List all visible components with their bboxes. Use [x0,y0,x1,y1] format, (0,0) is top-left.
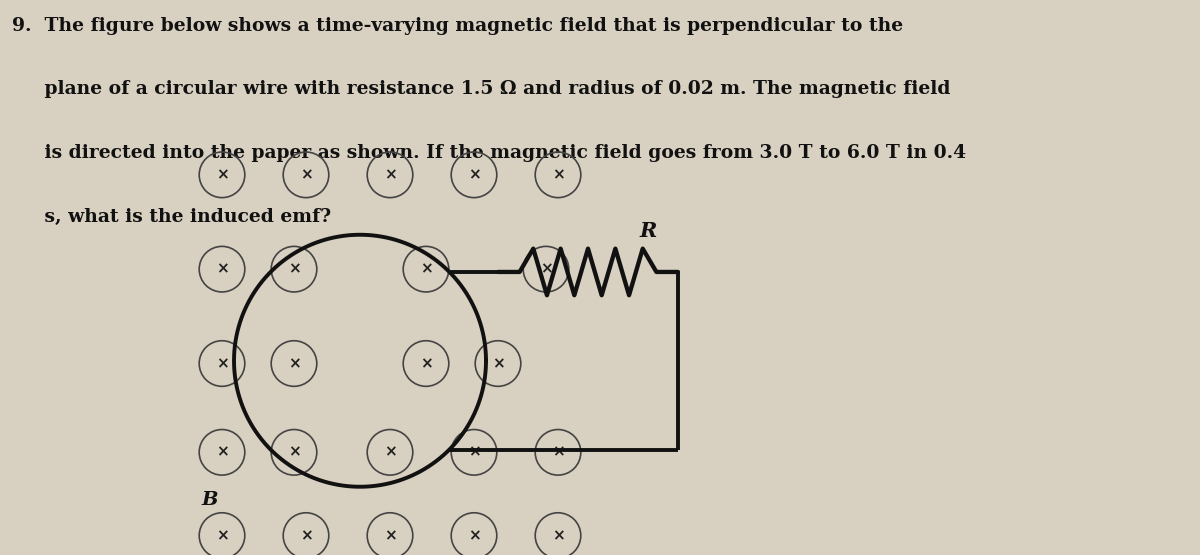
Text: ×: × [468,528,480,543]
Text: ×: × [552,445,564,460]
Text: ×: × [468,445,480,460]
Text: plane of a circular wire with resistance 1.5 Ω and radius of 0.02 m. The magneti: plane of a circular wire with resistance… [12,80,950,98]
Text: ×: × [420,261,432,277]
Text: ×: × [216,528,228,543]
Text: s, what is the induced emf?: s, what is the induced emf? [12,208,331,226]
Text: is directed into the paper as shown. If the magnetic field goes from 3.0 T to 6.: is directed into the paper as shown. If … [12,144,966,162]
Text: ×: × [300,167,312,183]
Text: ×: × [492,356,504,371]
Text: ×: × [384,167,396,183]
Text: ×: × [384,528,396,543]
Text: ×: × [300,528,312,543]
Text: R: R [640,221,656,241]
Text: ×: × [288,261,300,277]
Text: ×: × [216,167,228,183]
Text: ×: × [552,528,564,543]
Text: ×: × [540,261,552,277]
Text: ×: × [288,356,300,371]
Text: ×: × [384,445,396,460]
Text: B: B [202,491,218,509]
Text: ×: × [216,356,228,371]
Text: ×: × [468,167,480,183]
Text: ×: × [420,356,432,371]
Text: 9.  The figure below shows a time-varying magnetic field that is perpendicular t: 9. The figure below shows a time-varying… [12,17,904,34]
Text: ×: × [216,261,228,277]
Text: ×: × [216,445,228,460]
Text: ×: × [552,167,564,183]
Text: ×: × [288,445,300,460]
